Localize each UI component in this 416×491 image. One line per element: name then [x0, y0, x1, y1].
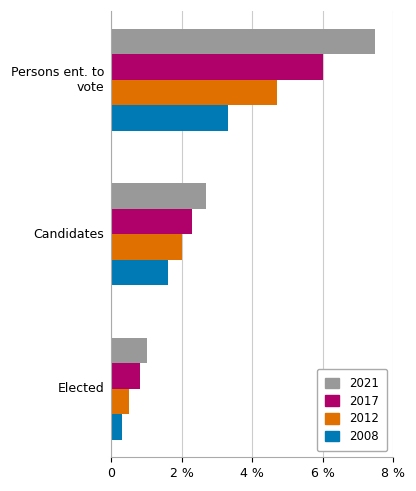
- Legend: 2021, 2017, 2012, 2008: 2021, 2017, 2012, 2008: [317, 369, 387, 451]
- Bar: [111, 363, 140, 389]
- Bar: [111, 209, 192, 234]
- Bar: [111, 28, 375, 54]
- Bar: [111, 389, 129, 414]
- Bar: [111, 260, 168, 285]
- Bar: [111, 105, 228, 131]
- Bar: [111, 80, 277, 105]
- Bar: [111, 414, 122, 440]
- Bar: [111, 54, 322, 80]
- Bar: [111, 234, 182, 260]
- Bar: [111, 183, 206, 209]
- Bar: [111, 337, 146, 363]
